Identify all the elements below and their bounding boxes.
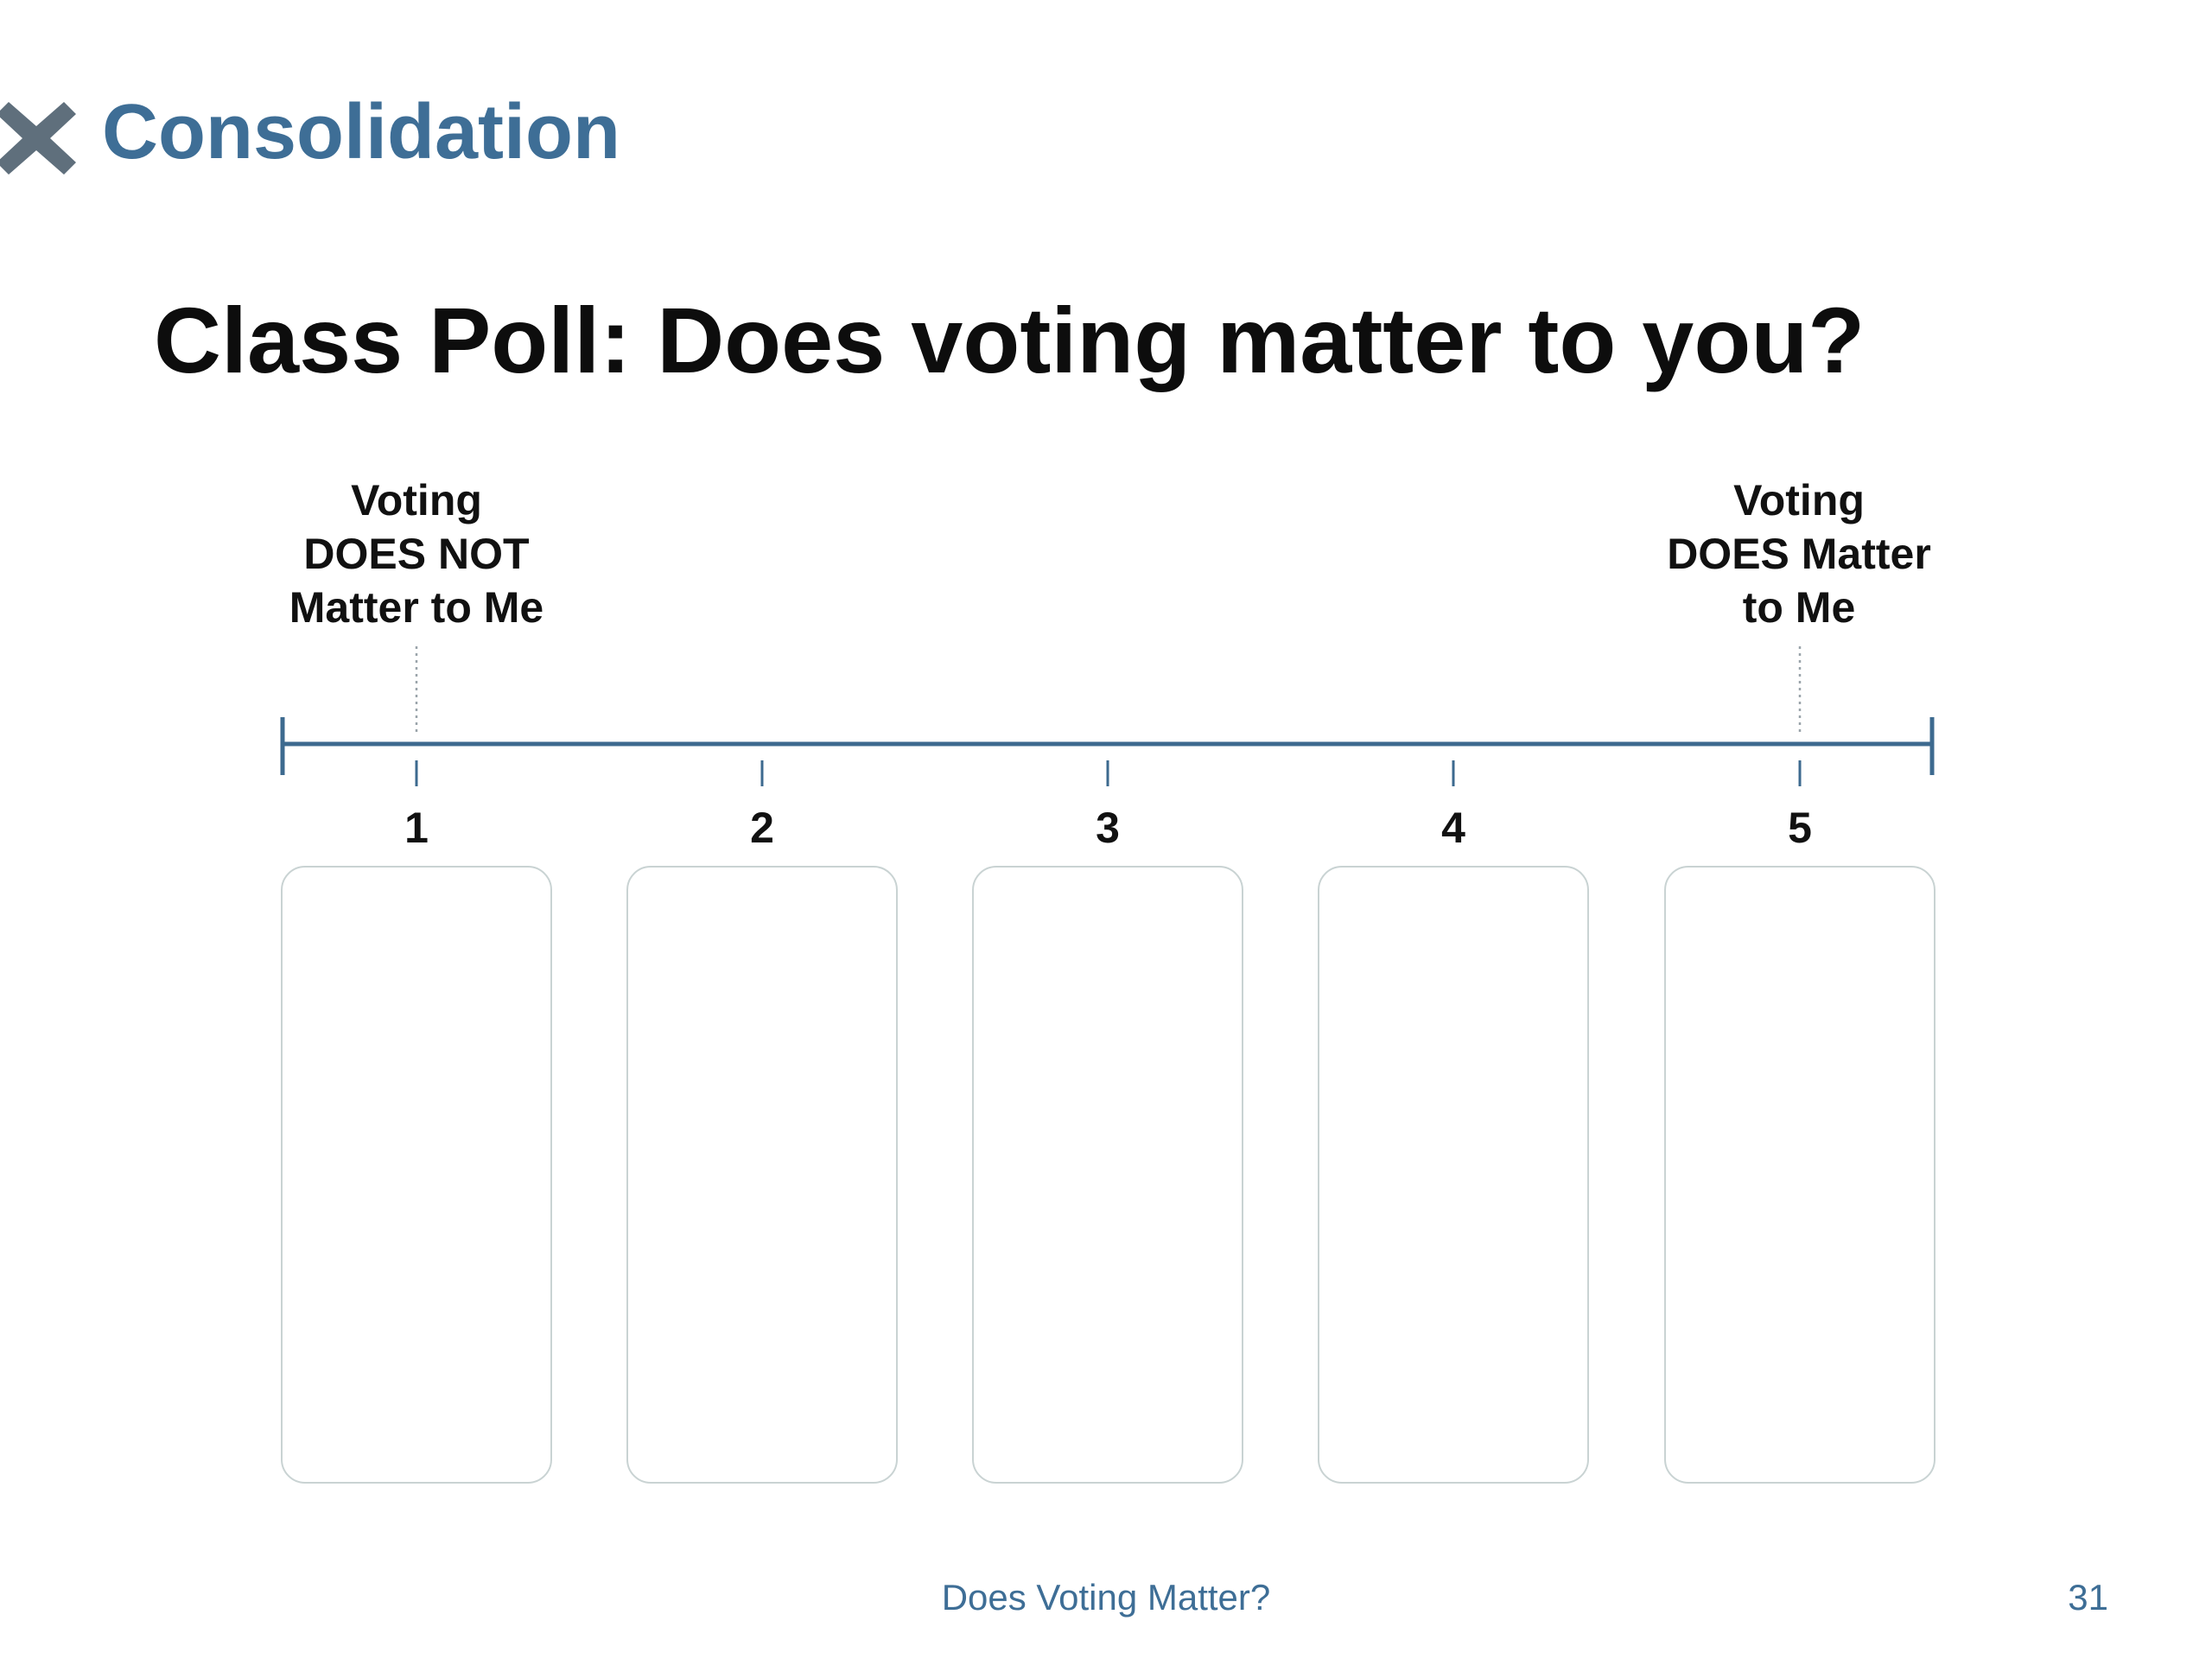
scale-high-label: Voting DOES Matter to Me xyxy=(1667,476,1931,632)
answer-box-1 xyxy=(281,866,552,1484)
answer-box-3 xyxy=(972,866,1243,1484)
page-number: 31 xyxy=(2068,1577,2108,1618)
x-mark-icon xyxy=(0,102,76,175)
poll-title: Class Poll: Does voting matter to you? xyxy=(154,288,1866,392)
scale-number-2: 2 xyxy=(750,804,774,852)
scale-low-label: Voting DOES NOT Matter to Me xyxy=(289,476,544,632)
scale-number-1: 1 xyxy=(404,804,429,852)
scale-number-5: 5 xyxy=(1788,804,1812,852)
answer-box-2 xyxy=(626,866,898,1484)
scale-number-3: 3 xyxy=(1096,804,1120,852)
scale-number-4: 4 xyxy=(1441,804,1465,852)
answer-box-4 xyxy=(1318,866,1589,1484)
footer-title: Does Voting Matter? xyxy=(941,1577,1271,1618)
section-title: Consolidation xyxy=(102,89,620,175)
answer-box-5 xyxy=(1664,866,1936,1484)
